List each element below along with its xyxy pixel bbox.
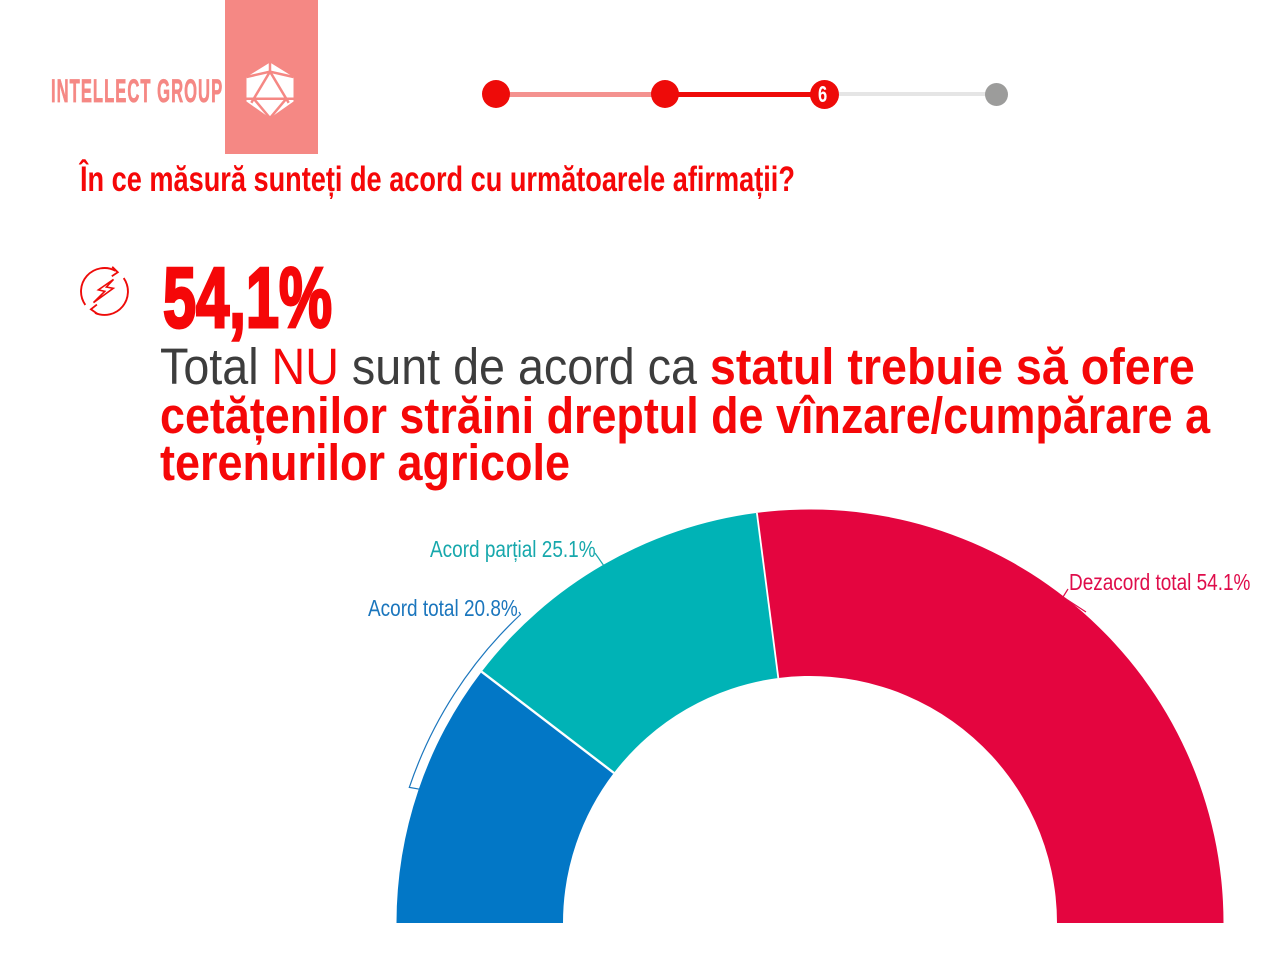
svg-text:INTELLECT GROUP: INTELLECT GROUP xyxy=(51,74,223,109)
svg-text:54,1%: 54,1% xyxy=(163,250,332,345)
